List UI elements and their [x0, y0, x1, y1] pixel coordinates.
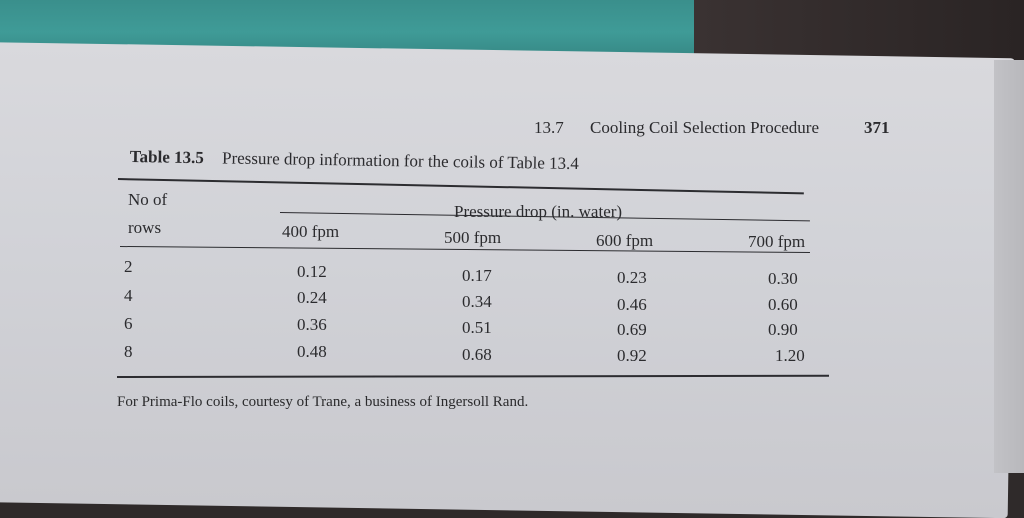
table-cell-700: 0.30: [768, 269, 798, 288]
column-header-400: 400 fpm: [282, 222, 340, 241]
column-header-700: 700 fpm: [748, 232, 806, 251]
page-number: 371: [864, 118, 890, 137]
column-header-600: 600 fpm: [596, 231, 654, 250]
table-cell-600: 0.46: [617, 295, 647, 314]
table-cell-400: 0.24: [297, 288, 327, 307]
table-cell-rows: 6: [124, 314, 133, 333]
page-edge: [994, 60, 1024, 473]
table-cell-rows: 4: [124, 286, 133, 305]
table-number: Table 13.5: [129, 147, 205, 168]
table-cell-700: 1.20: [775, 346, 805, 365]
table-cell-600: 0.69: [617, 320, 647, 339]
section-number: 13.7: [534, 118, 564, 137]
table-footnote: For Prima-Flo coils, courtesy of Trane, …: [117, 394, 529, 410]
caption-text: Pressure drop information for the coils …: [221, 148, 580, 174]
table-cell-600: 0.23: [617, 268, 647, 287]
running-head: 13.7 Cooling Coil Selection Procedure 37…: [534, 118, 890, 138]
table-cell-700: 0.90: [768, 320, 798, 339]
table-cell-500: 0.51: [462, 318, 492, 337]
table-cell-600: 0.92: [617, 346, 647, 365]
page-content: 13.7 Cooling Coil Selection Procedure 37…: [0, 0, 1024, 473]
table-caption: Table 13.5 Pressure drop information for…: [130, 147, 579, 174]
table-cell-400: 0.48: [297, 342, 327, 361]
table-top-rule: [117, 178, 804, 195]
table-cell-700: 0.60: [768, 295, 798, 314]
table-cell-400: 0.12: [297, 262, 327, 281]
table-cell-500: 0.17: [462, 266, 492, 285]
column-header-500: 500 fpm: [444, 228, 502, 247]
table-cell-rows: 8: [124, 342, 133, 361]
row-header-line2: rows: [128, 218, 162, 237]
table-cell-rows: 2: [124, 257, 133, 276]
group-header: Pressure drop (in. water): [454, 202, 623, 221]
table-cell-500: 0.34: [462, 292, 492, 311]
table-cell-400: 0.36: [297, 315, 327, 334]
row-header-line1: No of: [128, 190, 168, 209]
section-title: Cooling Coil Selection Procedure: [590, 118, 819, 137]
table-cell-500: 0.68: [462, 345, 492, 364]
table-bottom-rule: [117, 374, 830, 378]
